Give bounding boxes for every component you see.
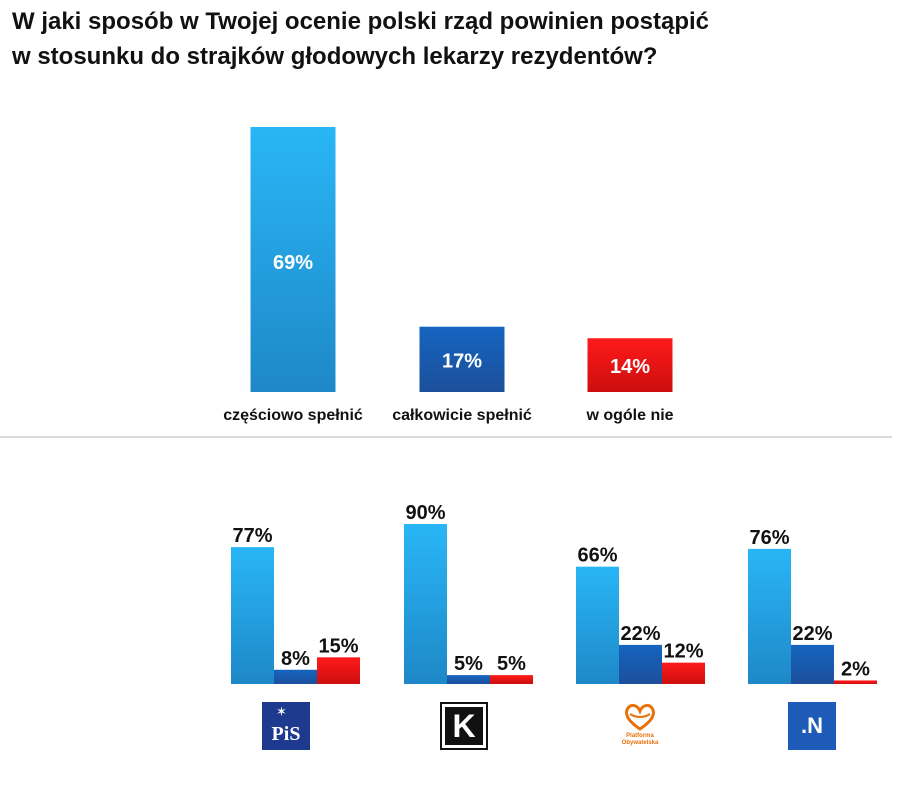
party-logo-kukiz: K [440, 702, 488, 750]
overall-bar-1 [250, 127, 336, 392]
party-bar-g3-s1 [576, 566, 619, 684]
party-logo-po: Platforma Obywatelska [616, 702, 664, 750]
party-bar-g2-s3 [490, 675, 533, 684]
eagle-icon: ✶ [276, 704, 287, 719]
kukiz-logo-label: K [445, 707, 483, 745]
party-bar-value-g2-s2: 5% [454, 653, 483, 675]
party-logo-nowoczesna: .N [788, 702, 836, 750]
po-logo-label: Platforma Obywatelska [621, 733, 659, 746]
party-bar-g4-s1 [748, 548, 791, 684]
party-bar-value-g1-s2: 8% [281, 648, 310, 670]
overall-bar-value-3: 14% [610, 356, 650, 378]
party-bar-value-g1-s1: 77% [232, 525, 272, 547]
party-bar-value-g4-s1: 76% [749, 527, 789, 549]
chart-title-line-1: W jaki sposób w Twojej ocenie polski rzą… [12, 8, 709, 35]
party-bar-g1-s2 [274, 669, 317, 684]
po-heart-icon [625, 703, 655, 731]
party-bar-g1-s3 [317, 657, 360, 684]
overall-bar-2 [419, 326, 505, 392]
party-bar-g3-s2 [619, 644, 662, 684]
party-bar-g2-s2 [447, 675, 490, 684]
party-bar-value-g1-s3: 15% [318, 635, 358, 657]
party-bar-value-g4-s2: 22% [792, 623, 832, 645]
pis-logo-label: PiS [271, 723, 301, 745]
chart-title-line-2: w stosunku do strajków głodowych lekarzy… [12, 43, 658, 70]
chart-title: W jaki sposób w Twojej ocenie polski rzą… [12, 4, 892, 74]
party-bar-g3-s3 [662, 662, 705, 684]
overall-category-label-1: częściowo spełnić [223, 407, 363, 424]
party-bar-value-g2-s1: 90% [405, 502, 445, 524]
party-bar-value-g3-s2: 22% [620, 623, 660, 645]
party-bar-value-g3-s1: 66% [577, 545, 617, 567]
party-bar-g2-s1 [404, 524, 447, 684]
party-logo-pis: ✶ PiS [262, 702, 310, 750]
party-bar-g4-s2 [791, 644, 834, 684]
party-bar-value-g3-s3: 12% [663, 641, 703, 663]
overall-bar-value-1: 69% [273, 252, 313, 274]
overall-category-label-3: w ogóle nie [585, 407, 673, 424]
overall-category-label-2: całkowicie spełnić [392, 407, 532, 424]
overall-bar-3 [587, 338, 673, 392]
party-bar-g4-s3 [834, 680, 877, 684]
party-bar-g1-s1 [231, 547, 274, 684]
party-bar-value-g4-s3: 2% [841, 658, 870, 680]
overall-bar-value-2: 17% [442, 350, 482, 372]
party-bar-value-g2-s3: 5% [497, 653, 526, 675]
